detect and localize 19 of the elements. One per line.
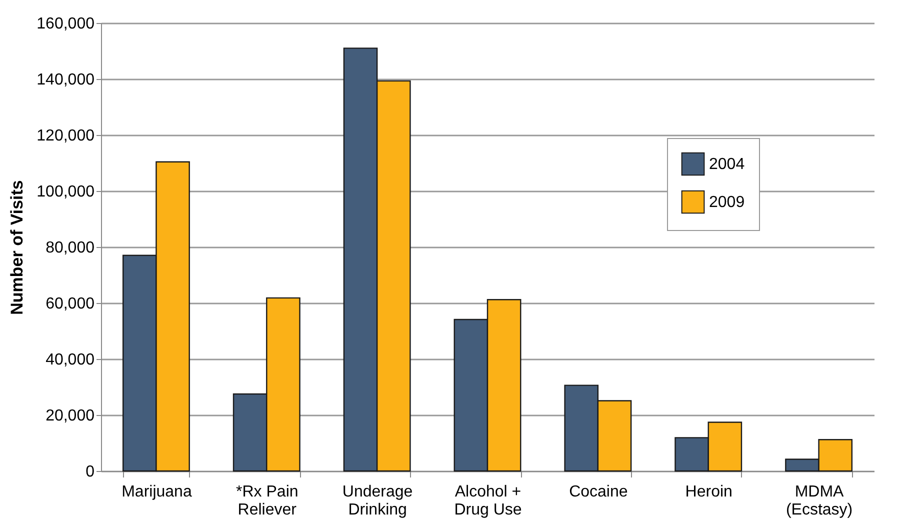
x-tick-label: Cocaine: [569, 484, 628, 500]
x-tick-label: Alcohol + Drug Use: [454, 484, 522, 518]
y-tick-label: 160,000: [36, 16, 95, 32]
legend-label: 2004: [709, 156, 745, 173]
y-tick-label: 80,000: [46, 240, 95, 256]
y-tick-label: 20,000: [46, 408, 95, 424]
x-tick-label: *Rx Pain Reliever: [236, 484, 298, 518]
y-tick-label: 0: [86, 464, 95, 480]
y-tick-label: 100,000: [36, 184, 95, 200]
y-tick-label: 40,000: [46, 352, 95, 368]
x-tick-label: Underage Drinking: [342, 484, 413, 518]
y-axis-title: Number of Visits: [8, 180, 27, 315]
x-tick-label: Marijuana: [122, 484, 192, 500]
legend-label: 2009: [709, 194, 745, 211]
y-tick-label: 140,000: [36, 72, 95, 88]
y-tick-label: 120,000: [36, 128, 95, 144]
y-tick-label: 60,000: [46, 296, 95, 312]
x-tick-label: Heroin: [685, 484, 732, 500]
x-tick-label: MDMA (Ecstasy): [786, 484, 853, 518]
